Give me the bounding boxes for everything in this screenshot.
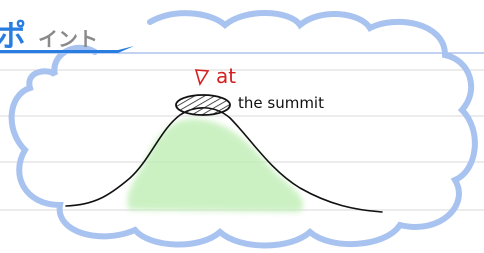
summit-label: the summit [238, 94, 324, 112]
page: at the summit ポ イント (() => { const data … [0, 0, 484, 253]
green-shading [127, 119, 303, 212]
red-arrow [196, 70, 208, 84]
heading: ポ イント [0, 19, 134, 54]
at-label: at [216, 64, 236, 88]
summit-marker [176, 95, 230, 115]
heading-first: ポ [0, 19, 26, 54]
illustration: at the summit ポ イント [0, 0, 484, 253]
heading-rest: イント [38, 27, 98, 51]
